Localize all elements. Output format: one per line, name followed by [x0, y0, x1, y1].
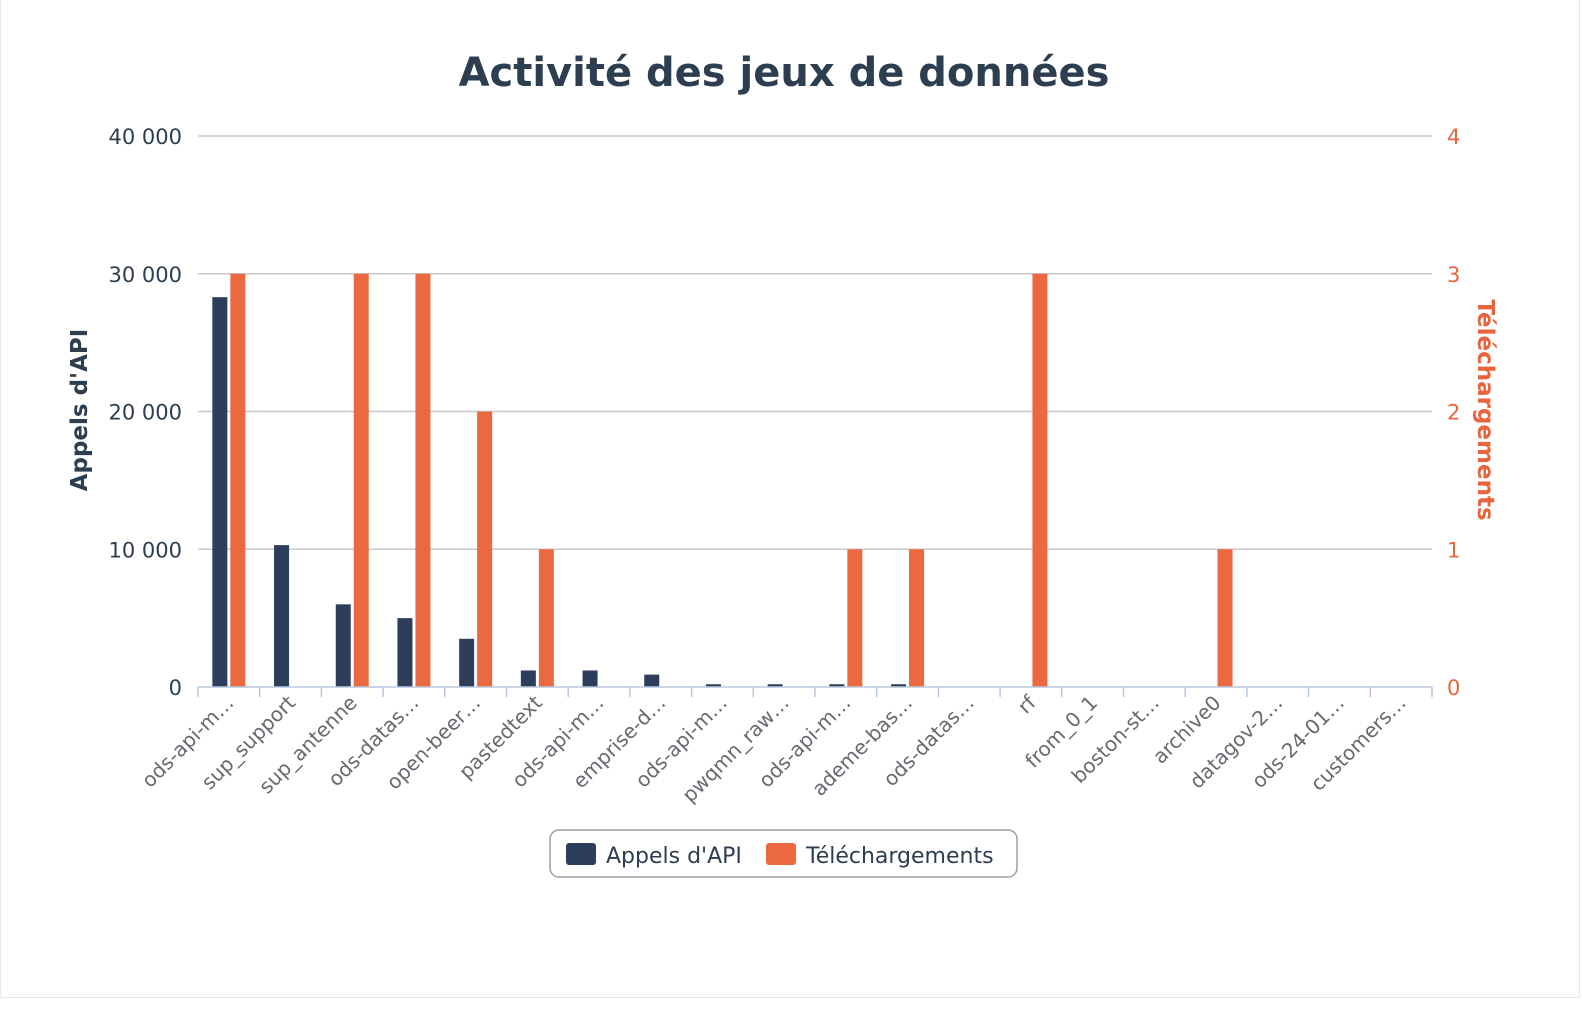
bar-api [397, 618, 413, 687]
bar-api [644, 674, 660, 687]
x-tick-label: rf [1013, 690, 1041, 718]
right-axis-title: Téléchargements [1472, 299, 1498, 520]
legend-label-downloads: Téléchargements [805, 844, 994, 869]
x-axis-labels: ods-api-m…sup_supportsup_antenneods-data… [137, 690, 1411, 807]
legend-swatch-downloads [766, 843, 796, 865]
right-tick-label: 3 [1447, 263, 1460, 287]
bar-downloads [847, 549, 863, 687]
bar-downloads [415, 273, 431, 687]
bar-api [335, 604, 351, 687]
left-tick-label: 40 000 [109, 125, 182, 149]
bar-downloads [1032, 273, 1048, 687]
legend-swatch-api [566, 843, 596, 865]
bar-api [767, 684, 783, 687]
bar-api [891, 684, 907, 687]
x-tick-label: pwqmn_raw… [677, 691, 793, 807]
bar-api [212, 297, 228, 687]
bar-downloads [909, 549, 925, 687]
bar-downloads [353, 273, 369, 687]
left-tick-label: 10 000 [109, 538, 182, 562]
bar-api [274, 545, 290, 687]
right-tick-label: 4 [1447, 125, 1460, 149]
left-tick-label: 0 [169, 676, 182, 700]
right-tick-label: 1 [1447, 538, 1460, 562]
bar-downloads [1217, 549, 1233, 687]
bars [212, 273, 1233, 687]
bar-api [829, 684, 845, 687]
bar-api [459, 638, 475, 687]
bar-api [705, 684, 721, 687]
bar-downloads [477, 411, 493, 687]
right-tick-label: 0 [1447, 676, 1460, 700]
bar-api [582, 670, 598, 687]
left-axis-ticks: 0 10 000 20 000 30 000 40 000 [109, 125, 182, 700]
legend-item-downloads[interactable]: Téléchargements [766, 843, 994, 869]
legend[interactable]: Appels d'API Téléchargements [549, 829, 1018, 878]
legend-item-api[interactable]: Appels d'API [566, 843, 742, 869]
left-axis-title: Appels d'API [67, 329, 93, 492]
bar-downloads [538, 549, 554, 687]
x-axis [197, 686, 1433, 697]
gridlines [198, 135, 1432, 550]
bar-downloads [230, 273, 246, 687]
right-axis-ticks: 0 1 2 3 4 [1447, 125, 1460, 700]
legend-label-api: Appels d'API [606, 844, 742, 869]
left-tick-label: 20 000 [109, 401, 182, 425]
bar-api [520, 670, 536, 687]
right-tick-label: 2 [1447, 401, 1460, 425]
chart-title: Activité des jeux de données [459, 50, 1110, 96]
left-tick-label: 30 000 [109, 263, 182, 287]
